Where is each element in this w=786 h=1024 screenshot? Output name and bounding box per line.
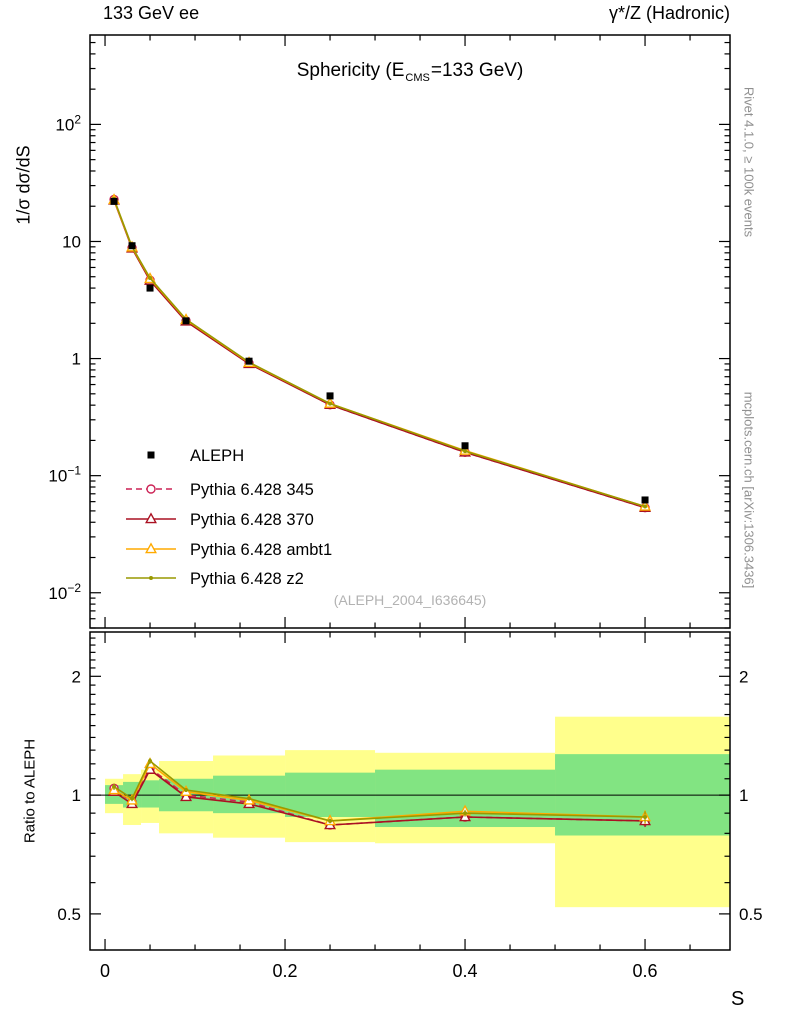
svg-text:0.2: 0.2 [273,961,298,981]
plot-title-sub: CMS [405,72,430,84]
svg-text:0: 0 [100,961,110,981]
svg-text:Pythia 6.428 z2: Pythia 6.428 z2 [190,570,304,588]
svg-text:10−1: 10−1 [48,464,81,486]
header-beam-energy: 133 GeV ee [103,3,200,23]
analysis-id-watermark: (ALEPH_2004_I636645) [333,592,487,608]
svg-text:2: 2 [72,667,81,686]
plot-title-post: =133 GeV) [430,60,524,81]
svg-text:10−2: 10−2 [48,581,81,603]
y-axis-label-ratio: Ratio to ALEPH [21,738,39,844]
svg-text:1: 1 [739,786,748,805]
svg-text:10: 10 [62,232,81,251]
svg-text:Pythia 6.428 ambt1: Pythia 6.428 ambt1 [190,541,332,559]
x-axis-label: S [731,988,745,1010]
svg-text:1: 1 [72,350,81,369]
y-axis-label-main: 1/σ dσ/dS [13,145,34,225]
rivet-version-note: Rivet 4.1.0, ≥ 100k events [741,86,757,238]
svg-text:102: 102 [55,112,81,134]
svg-text:0.5: 0.5 [739,905,763,924]
svg-text:0.4: 0.4 [453,961,478,981]
plot-title: Sphericity (ECMS=133 GeV) [90,60,730,84]
svg-text:Pythia 6.428 370: Pythia 6.428 370 [190,511,314,529]
mcplots-citation-note: mcplots.cern.ch [arXiv:1306.3436] [741,391,757,589]
svg-text:1: 1 [72,786,81,805]
plot-title-pre: Sphericity (E [296,60,405,81]
header-process: γ*/Z (Hadronic) [608,3,730,23]
svg-text:0.5: 0.5 [57,905,81,924]
svg-text:2: 2 [739,667,748,686]
svg-text:0.6: 0.6 [633,961,658,981]
svg-text:ALEPH: ALEPH [190,447,244,465]
svg-text:Pythia 6.428 345: Pythia 6.428 345 [190,481,314,499]
